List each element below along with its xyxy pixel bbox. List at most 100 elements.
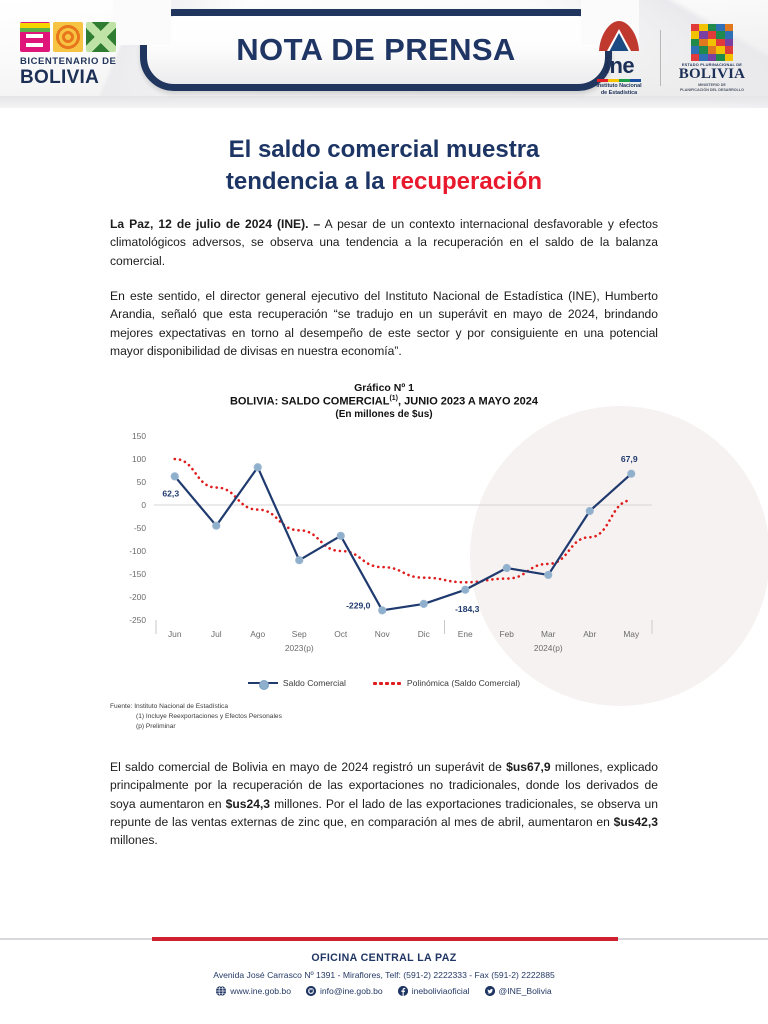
footer-email-link[interactable]: info@ine.gob.bo [305, 986, 383, 996]
chart-title-text: BOLIVIA: SALDO COMERCIAL [229, 396, 390, 409]
closing-seg1: El saldo comercial de Bolivia en mayo de… [110, 759, 507, 774]
page-title: El saldo comercial muestra tendencia a l… [0, 134, 768, 198]
globe-icon [216, 986, 227, 996]
bicentenario-tile-spiral [53, 22, 83, 52]
legend-dotted-marker-icon [371, 681, 402, 685]
footer-twitter-link[interactable]: @INE_Bolivia [484, 986, 552, 996]
svg-text:Feb: Feb [500, 629, 515, 639]
source-line-3: (p) Preliminar [136, 722, 176, 730]
headline-line2-plain: tendencia a la [225, 167, 392, 195]
svg-text:-100: -100 [129, 546, 146, 556]
chart-title-footnote-ref: (1) [389, 395, 399, 403]
banner-title: NOTA DE PRENSA [236, 32, 516, 67]
closing-seg4: millones. [110, 833, 158, 848]
chart-source-note: Fuente: Instituto Nacional de Estadístic… [110, 702, 658, 732]
footer-social-links: www.ine.gob.bo info@ine.gob.bo inebolivi… [0, 986, 768, 996]
saldo-comercial-line-chart: 150 100 50 0 -50 -100 -150 -200 -250 Jun Jul Ago Sep… [129, 431, 653, 653]
svg-text:Jul: Jul [211, 629, 222, 639]
chart-units-label: (En millones de $us) [335, 409, 433, 421]
press-release-banner: NOTA DE PRENSA [113, 0, 639, 91]
ine-subtitle-line1: Instituto Nacional [596, 83, 642, 89]
svg-text:Jun: Jun [168, 629, 182, 639]
closing-seg3: millones. Por el lado de las exportacion… [110, 796, 658, 829]
legend-item-polinomica: Polinómica (Saldo Comercial) [371, 678, 521, 689]
chart-main-title: BOLIVIA: SALDO COMERCIAL(1), JUNIO 2023 … [110, 395, 658, 408]
svg-text:May: May [623, 629, 640, 639]
svg-text:Mar: Mar [541, 629, 556, 639]
footer-email-label: info@ine.gob.bo [319, 986, 383, 996]
svg-text:62,3: 62,3 [162, 488, 179, 498]
headline-line2-accent: recuperación [391, 167, 543, 195]
svg-text:-150: -150 [129, 569, 146, 579]
svg-text:-50: -50 [134, 523, 146, 533]
page-body: El saldo comercial muestra tendencia a l… [0, 134, 768, 850]
bicentenario-bolivia-logo: BICENTENARIO DE BOLIVIA [20, 22, 138, 87]
chart-title-group: Gráfico Nº 1 BOLIVIA: SALDO COMERCIAL(1)… [110, 382, 658, 420]
footer-facebook-label: ineboliviaoficial [411, 986, 470, 996]
svg-text:100: 100 [132, 454, 146, 464]
background-watermark [470, 406, 768, 707]
paragraph-2: En este sentido, el director general eje… [110, 288, 658, 359]
paragraph-1: La Paz, 12 de julio de 2024 (INE). – A p… [110, 215, 658, 270]
svg-text:-229,0: -229,0 [346, 600, 371, 610]
closing-value-3: $us42,3 [613, 814, 658, 829]
source-line-1: Fuente: Instituto Nacional de Estadístic… [110, 703, 229, 711]
chart-plot-container: 150 100 50 0 -50 -100 -150 -200 -250 Jun Jul Ago Sep… [110, 406, 768, 707]
headline-line1: El saldo comercial muestra [228, 136, 540, 163]
legend-line-marker-icon [247, 680, 278, 691]
bolivia-logo-ministry-line2: PLANIFICACIÓN DEL DESARROLLO [679, 88, 745, 93]
page-footer: OFICINA CENTRAL LA PAZ Avenida José Carr… [0, 937, 768, 1024]
footer-twitter-label: @INE_Bolivia [498, 986, 552, 996]
svg-text:Sep: Sep [292, 629, 307, 639]
legend-label-polinomica: Polinómica (Saldo Comercial) [406, 678, 521, 689]
svg-text:-200: -200 [129, 592, 146, 602]
paragraph-1-text: A pesar de un contexto internacional des… [110, 216, 658, 268]
svg-text:Ene: Ene [458, 629, 473, 639]
bolivia-logo-top-text: ESTADO PLURINACIONAL DE [681, 61, 743, 67]
svg-text:2023(p): 2023(p) [285, 643, 314, 653]
bicentenario-tiles [20, 22, 138, 52]
header-bottom-strip [0, 96, 768, 108]
source-line-2: (1) Incluye Reexportaciones y Efectos Pe… [136, 712, 282, 720]
bicentenario-tile-diamond [86, 22, 116, 52]
footer-office-title: OFICINA CENTRAL LA PAZ [311, 952, 457, 964]
footer-website-link[interactable]: www.ine.gob.bo [216, 986, 291, 996]
svg-text:Abr: Abr [583, 629, 596, 639]
bolivia-quilt-icon [691, 23, 733, 62]
logo-divider [660, 30, 661, 87]
ine-mountain-icon [598, 20, 640, 54]
closing-seg2: millones, explicado principalmente por l… [110, 759, 658, 811]
svg-text:Ago: Ago [250, 629, 265, 639]
ine-wordmark: ine [603, 53, 635, 78]
ine-color-bar [597, 79, 641, 82]
svg-text:0: 0 [141, 500, 146, 510]
footer-facebook-link[interactable]: ineboliviaoficial [397, 986, 470, 996]
ine-logo: ine Instituto Nacional de Estadística [587, 20, 651, 96]
banner-frame: NOTA DE PRENSA [140, 9, 612, 91]
chart-title-period: , JUNIO 2023 A MAYO 2024 [398, 396, 539, 409]
closing-value-2: $us24,3 [225, 796, 271, 811]
page-header: BICENTENARIO DE BOLIVIA NOTA DE PRENSA i… [0, 0, 768, 108]
estado-plurinacional-bolivia-logo: ESTADO PLURINACIONAL DE BOLIVIA MINISTER… [670, 23, 754, 93]
facebook-icon [397, 986, 408, 996]
svg-text:Nov: Nov [375, 629, 391, 639]
banner-notch-left [113, 0, 171, 45]
svg-text:-250: -250 [129, 615, 146, 625]
paragraph-3: El saldo comercial de Bolivia en mayo de… [110, 758, 658, 850]
institution-logos: ine Instituto Nacional de Estadística ES… [587, 20, 754, 96]
footer-divider [0, 937, 768, 941]
svg-text:Oct: Oct [334, 629, 348, 639]
footer-website-label: www.ine.gob.bo [230, 986, 291, 996]
bicentenario-label-line1: BICENTENARIO DE [20, 56, 117, 67]
twitter-icon [484, 986, 495, 996]
chart-figure: Gráfico Nº 1 BOLIVIA: SALDO COMERCIAL(1)… [110, 382, 768, 732]
chart-number-label: Gráfico Nº 1 [354, 382, 414, 395]
closing-value-1: $us67,9 [506, 759, 551, 774]
ine-subtitle-line2: de Estadística [600, 89, 638, 96]
article-content: La Paz, 12 de julio de 2024 (INE). – A p… [0, 215, 768, 850]
email-icon [305, 986, 316, 996]
svg-text:67,9: 67,9 [621, 454, 638, 464]
paragraph-1-lead: La Paz, 12 de julio de 2024 (INE). – [110, 216, 321, 231]
footer-address: Avenida José Carrasco Nº 1391 - Miraflor… [213, 970, 555, 980]
bicentenario-tile-e [20, 22, 50, 52]
